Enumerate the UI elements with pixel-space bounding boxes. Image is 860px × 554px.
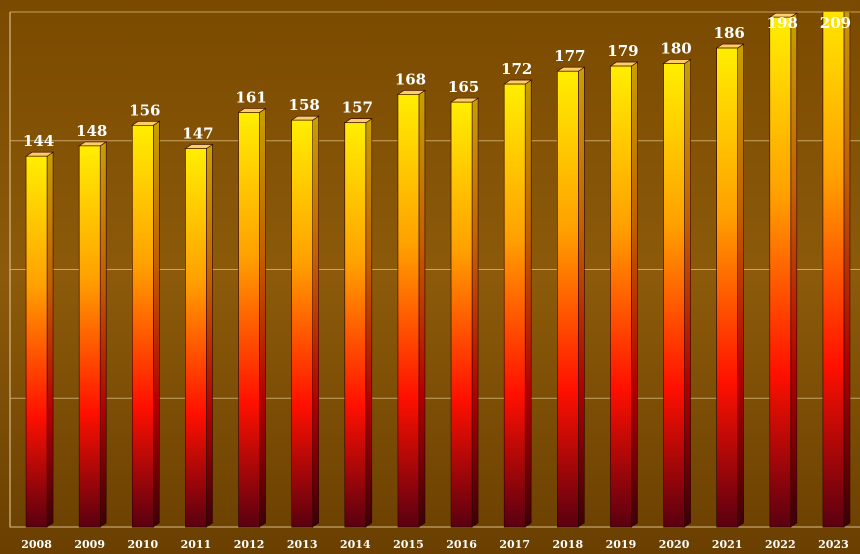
bar bbox=[238, 112, 260, 528]
x-tick-label: 2013 bbox=[287, 538, 318, 551]
x-tick-label: 2011 bbox=[181, 538, 212, 551]
value-label: 144 bbox=[23, 132, 54, 150]
value-label: 198 bbox=[767, 14, 798, 32]
bar-group bbox=[237, 107, 267, 528]
bar bbox=[716, 47, 738, 528]
bar-side bbox=[365, 118, 373, 528]
x-tick-label: 2017 bbox=[499, 538, 530, 551]
bar-side bbox=[631, 61, 638, 528]
x-tick-label: 2022 bbox=[765, 538, 796, 551]
bar-group bbox=[556, 66, 586, 528]
bar bbox=[291, 119, 313, 528]
value-label: 180 bbox=[660, 40, 691, 58]
bar-group bbox=[715, 43, 745, 528]
bar bbox=[132, 125, 154, 528]
bar-side bbox=[418, 89, 426, 528]
bar bbox=[610, 65, 632, 528]
x-tick-label: 2010 bbox=[128, 538, 159, 551]
value-label: 148 bbox=[76, 122, 107, 140]
bar-group bbox=[25, 151, 55, 528]
bar-group bbox=[768, 12, 798, 528]
bar-side bbox=[790, 12, 798, 528]
bar bbox=[769, 16, 792, 528]
value-label: 147 bbox=[182, 124, 213, 142]
value-label: 165 bbox=[448, 78, 479, 96]
bar-group bbox=[343, 118, 373, 528]
value-label: 209 bbox=[820, 14, 851, 32]
x-tick-label: 2014 bbox=[340, 538, 371, 551]
bar-side bbox=[524, 79, 532, 528]
value-label: 179 bbox=[607, 42, 638, 60]
value-label: 161 bbox=[235, 88, 266, 106]
bar bbox=[25, 155, 48, 528]
bar bbox=[663, 63, 685, 528]
bar-side bbox=[206, 143, 213, 528]
bar-group bbox=[184, 143, 214, 528]
value-label: 158 bbox=[289, 96, 320, 114]
bar-side bbox=[737, 43, 744, 528]
bar-side bbox=[259, 107, 266, 528]
x-tick-label: 2023 bbox=[818, 538, 849, 551]
x-tick-label: 2009 bbox=[74, 538, 105, 551]
bar-group bbox=[822, 12, 851, 528]
bar-side bbox=[153, 120, 160, 528]
bar-group bbox=[290, 115, 320, 528]
bar bbox=[344, 122, 367, 528]
bar-side bbox=[471, 97, 479, 528]
bar-side bbox=[684, 58, 691, 528]
bar bbox=[397, 94, 420, 528]
bar-group bbox=[450, 97, 480, 528]
x-tick-label: 2008 bbox=[21, 538, 52, 551]
value-label: 168 bbox=[395, 70, 426, 88]
value-label: 177 bbox=[554, 47, 585, 65]
bar-group bbox=[131, 120, 161, 528]
value-label: 156 bbox=[129, 101, 160, 119]
bar-group bbox=[662, 58, 692, 528]
bar-side bbox=[578, 66, 585, 528]
x-tick-label: 2012 bbox=[234, 538, 265, 551]
value-label: 172 bbox=[501, 60, 532, 78]
x-tick-label: 2020 bbox=[659, 538, 690, 551]
x-tick-label: 2018 bbox=[553, 538, 584, 551]
x-tick-label: 2016 bbox=[446, 538, 477, 551]
bar bbox=[822, 12, 845, 528]
bar-group bbox=[396, 89, 426, 528]
bar bbox=[450, 101, 473, 528]
bar bbox=[557, 70, 579, 528]
bar-group bbox=[78, 141, 108, 528]
x-tick-label: 2015 bbox=[393, 538, 424, 551]
bar-group bbox=[609, 61, 639, 528]
x-tick-label: 2021 bbox=[712, 538, 743, 551]
bar-side bbox=[312, 115, 319, 528]
bar-side bbox=[46, 151, 54, 528]
bar bbox=[503, 83, 526, 528]
value-label: 186 bbox=[714, 24, 745, 42]
x-tick-label: 2019 bbox=[606, 538, 637, 551]
value-label: 157 bbox=[342, 99, 373, 117]
bar bbox=[185, 148, 207, 528]
bar-side bbox=[843, 12, 851, 528]
bar-side bbox=[99, 141, 107, 528]
bar bbox=[78, 145, 101, 528]
bar-group bbox=[503, 79, 533, 528]
